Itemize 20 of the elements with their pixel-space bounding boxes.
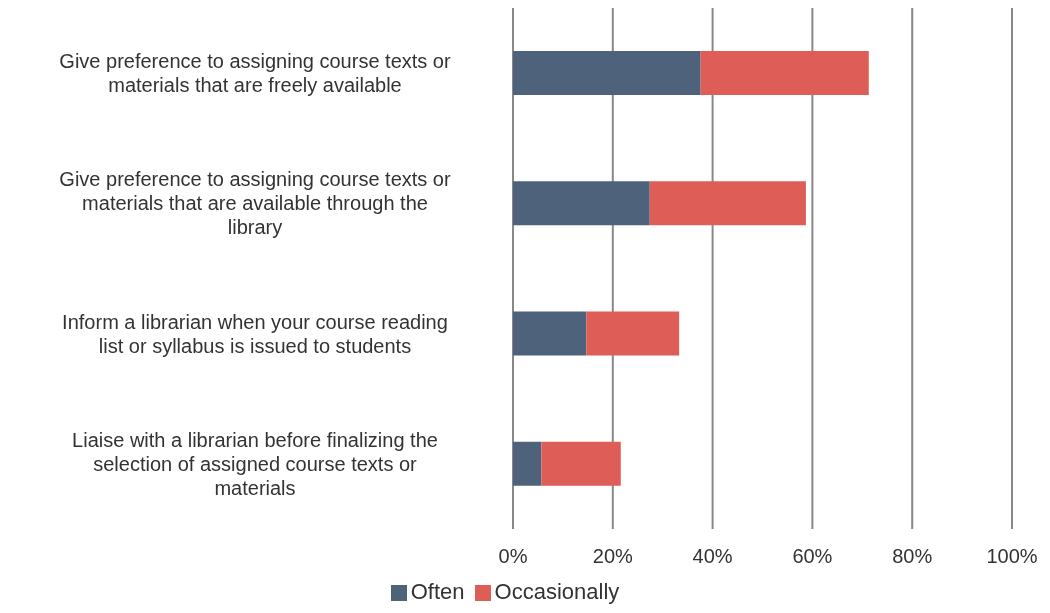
bar — [513, 311, 587, 356]
bar — [586, 311, 680, 356]
x-tick-label: 0% — [498, 545, 528, 568]
y-tick-label: Give preference to assigning course texts or materials that are available through the library — [59, 168, 451, 239]
y-tick-label: Inform a librarian when your course reading list or syllabus is issued to students — [62, 310, 448, 357]
bar — [513, 181, 650, 226]
y-tick-label: Give preference to assigning course texts or materials that are freely available — [59, 50, 451, 97]
x-tick-label: 80% — [892, 545, 933, 568]
x-tick-label: 60% — [792, 545, 833, 568]
bar — [700, 50, 869, 95]
x-tick-label: 20% — [592, 545, 634, 568]
x-tick-label: 100% — [986, 545, 1038, 568]
x-tick-label: 40% — [692, 545, 733, 568]
bar — [541, 441, 621, 486]
y-tick-label: Liaise with a librarian before finalizing the selection of assigned course texts or materials — [72, 428, 438, 499]
legend-label: Occasionally — [494, 579, 620, 604]
bar — [649, 181, 806, 226]
legend-label: Often — [410, 579, 465, 604]
bar — [513, 441, 542, 486]
bar — [513, 50, 701, 95]
